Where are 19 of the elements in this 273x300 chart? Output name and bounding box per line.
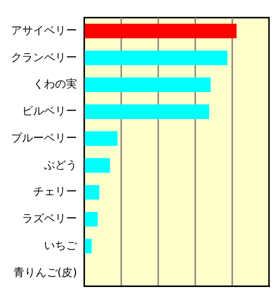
y-tick-label: クランベリー xyxy=(11,50,77,64)
bar xyxy=(84,24,237,38)
y-tick-label: ブルーベリー xyxy=(11,131,77,144)
y-tick-label: ラズベリー xyxy=(22,212,77,226)
bar xyxy=(84,50,228,66)
bar xyxy=(84,158,110,173)
y-tick-label: ぶどう xyxy=(44,158,77,172)
y-tick-label: 青りんご(皮) xyxy=(13,266,77,279)
bar xyxy=(84,78,211,92)
bar xyxy=(84,185,100,200)
y-tick-label: チェリー xyxy=(33,185,77,198)
y-tick-label: くわの実 xyxy=(33,78,77,91)
bar xyxy=(84,104,210,119)
y-tick-label: いちご xyxy=(44,238,78,252)
bar xyxy=(84,238,92,254)
bar xyxy=(84,131,118,146)
y-tick-label: ビルベリー xyxy=(22,104,77,118)
bar xyxy=(84,212,98,226)
y-tick-label: アサイベリー xyxy=(11,24,77,37)
